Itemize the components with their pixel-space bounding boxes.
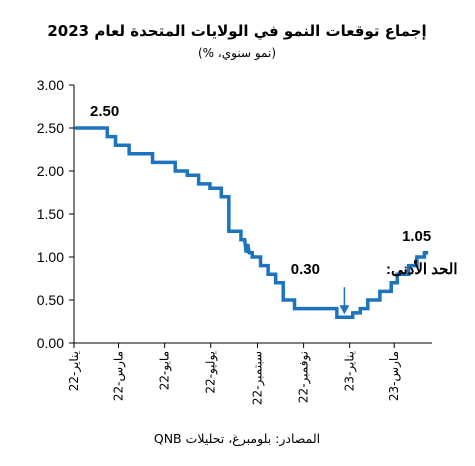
y-tick-label: 2.00 [37,163,64,179]
y-ticks: 0.00 0.50 1.00 1.50 2.00 2.50 3.00 [37,77,74,351]
x-tick-label: سبتمبر-22 [251,351,266,405]
series-line [74,126,429,319]
x-tick-label: نوفمبر-22 [297,351,312,403]
chart-title: إجماع توقعات النمو في الولايات المتحدة ل… [47,22,426,40]
y-tick-label: 0.00 [37,335,64,351]
x-tick-label: مايو-22 [158,351,173,390]
y-tick-label: 2.50 [37,120,64,136]
min-value-label: 0.30 [291,261,320,278]
x-tick-label: مارس-22 [112,351,127,401]
y-tick-label: 1.00 [37,249,64,265]
end-value-label: 1.05 [402,228,431,245]
min-label-text: الحد الأدنى: [386,259,458,278]
min-value-number: 0.30 [291,261,320,278]
y-tick-label: 3.00 [37,77,64,93]
start-value-label: 2.50 [90,103,119,120]
x-tick-label: يناير-23 [343,351,358,391]
min-arrow-head [339,305,350,315]
y-tick-label: 0.50 [37,292,64,308]
source-note: المصادر: بلومبرغ، تحليلات QNB [154,431,320,447]
x-ticks: يناير-22 مارس-22 مايو-22 يوليو-22 سبتمبر-22 ن… [67,343,402,405]
chart-subtitle: (نمو سنوي، %) [198,46,276,61]
x-tick-label: يوليو-22 [204,351,219,394]
min-arrow [339,287,350,315]
x-tick-label: مارس-23 [387,351,402,401]
x-tick-label: يناير-22 [67,351,82,391]
y-tick-label: 1.50 [37,206,64,222]
